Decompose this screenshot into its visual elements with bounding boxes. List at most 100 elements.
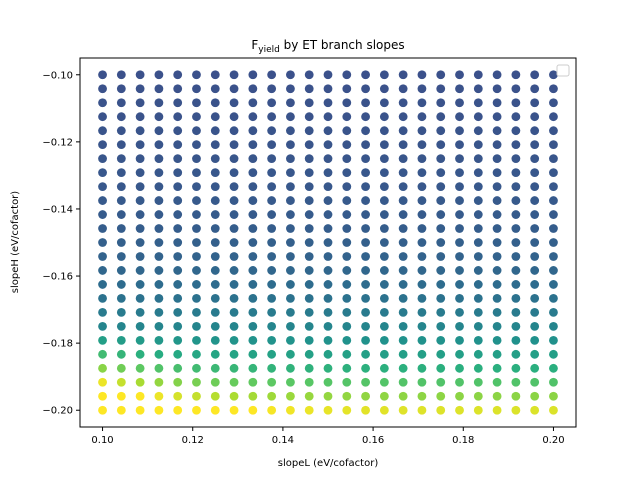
data-point	[398, 168, 408, 178]
data-point	[154, 182, 164, 191]
data-point	[417, 182, 427, 191]
data-point	[286, 196, 295, 205]
data-point	[530, 112, 540, 122]
data-point	[473, 196, 483, 205]
data-point	[98, 182, 107, 191]
data-point	[361, 307, 370, 317]
y-axis-ticks: −0.10 −0.12 −0.14 −0.16 −0.18 −0.20	[42, 70, 80, 417]
data-point	[436, 307, 446, 317]
data-point	[98, 210, 107, 219]
data-point	[398, 182, 408, 191]
data-point	[511, 210, 521, 219]
data-point	[436, 154, 446, 164]
data-point	[361, 224, 370, 233]
data-point	[455, 280, 464, 289]
data-point	[248, 70, 258, 80]
data-point	[116, 154, 126, 164]
data-point	[248, 349, 258, 359]
data-point	[98, 405, 107, 415]
data-point	[342, 363, 352, 373]
data-point	[398, 377, 408, 387]
data-point	[549, 307, 558, 317]
data-point	[286, 349, 295, 359]
x-tick-label: 0.18	[452, 435, 474, 446]
data-point	[379, 182, 389, 191]
data-point	[511, 126, 521, 136]
data-point	[398, 252, 408, 261]
data-point	[323, 98, 333, 108]
data-point	[492, 252, 502, 261]
legend-box	[556, 64, 570, 77]
data-point	[154, 140, 164, 150]
data-point	[492, 224, 502, 233]
data-point	[98, 335, 107, 345]
data-point	[210, 280, 220, 289]
data-point	[342, 210, 352, 219]
data-point	[417, 84, 427, 94]
data-point	[304, 405, 314, 415]
data-point	[135, 377, 145, 387]
data-point	[379, 168, 389, 178]
data-point	[192, 182, 201, 191]
data-point	[210, 84, 220, 94]
data-point	[511, 391, 521, 401]
data-point	[267, 252, 277, 261]
data-point	[492, 377, 502, 387]
data-point	[473, 84, 483, 94]
data-point	[154, 294, 164, 303]
data-point	[116, 182, 126, 191]
data-point	[342, 182, 352, 191]
data-point	[473, 307, 483, 317]
data-point	[323, 280, 333, 289]
data-point	[135, 84, 145, 94]
data-point	[417, 405, 427, 415]
data-point	[267, 294, 277, 303]
data-point	[267, 307, 277, 317]
data-point	[210, 266, 220, 275]
data-point	[549, 321, 558, 331]
data-point	[511, 112, 521, 122]
data-point	[342, 70, 352, 80]
data-point	[455, 224, 464, 233]
data-point	[323, 335, 333, 345]
data-point	[304, 335, 314, 345]
data-point	[492, 98, 502, 108]
data-point	[286, 391, 295, 401]
data-point	[154, 84, 164, 94]
data-point	[173, 224, 183, 233]
data-point	[455, 182, 464, 191]
data-point	[154, 377, 164, 387]
data-point	[436, 210, 446, 219]
data-point	[98, 238, 107, 247]
data-point	[417, 140, 427, 150]
data-point	[98, 154, 107, 164]
data-point	[286, 70, 295, 80]
data-point	[455, 168, 464, 178]
data-point	[304, 294, 314, 303]
data-point	[116, 280, 126, 289]
data-point	[173, 98, 183, 108]
data-point	[361, 98, 370, 108]
data-point	[530, 335, 540, 345]
x-tick-label: 0.16	[362, 435, 384, 446]
data-point	[417, 154, 427, 164]
data-point	[154, 196, 164, 205]
data-point	[192, 210, 201, 219]
data-point	[530, 182, 540, 191]
data-point	[379, 377, 389, 387]
data-point	[323, 391, 333, 401]
data-point	[135, 196, 145, 205]
data-point	[417, 321, 427, 331]
data-point	[342, 335, 352, 345]
chart-title: Fyield by ET branch slopes	[251, 38, 404, 55]
data-point	[98, 224, 107, 233]
data-point	[116, 349, 126, 359]
data-point	[436, 335, 446, 345]
data-point	[530, 238, 540, 247]
data-point	[98, 280, 107, 289]
data-point	[473, 349, 483, 359]
plot-frame	[79, 57, 577, 428]
data-point	[379, 280, 389, 289]
data-point	[135, 140, 145, 150]
data-point	[154, 391, 164, 401]
